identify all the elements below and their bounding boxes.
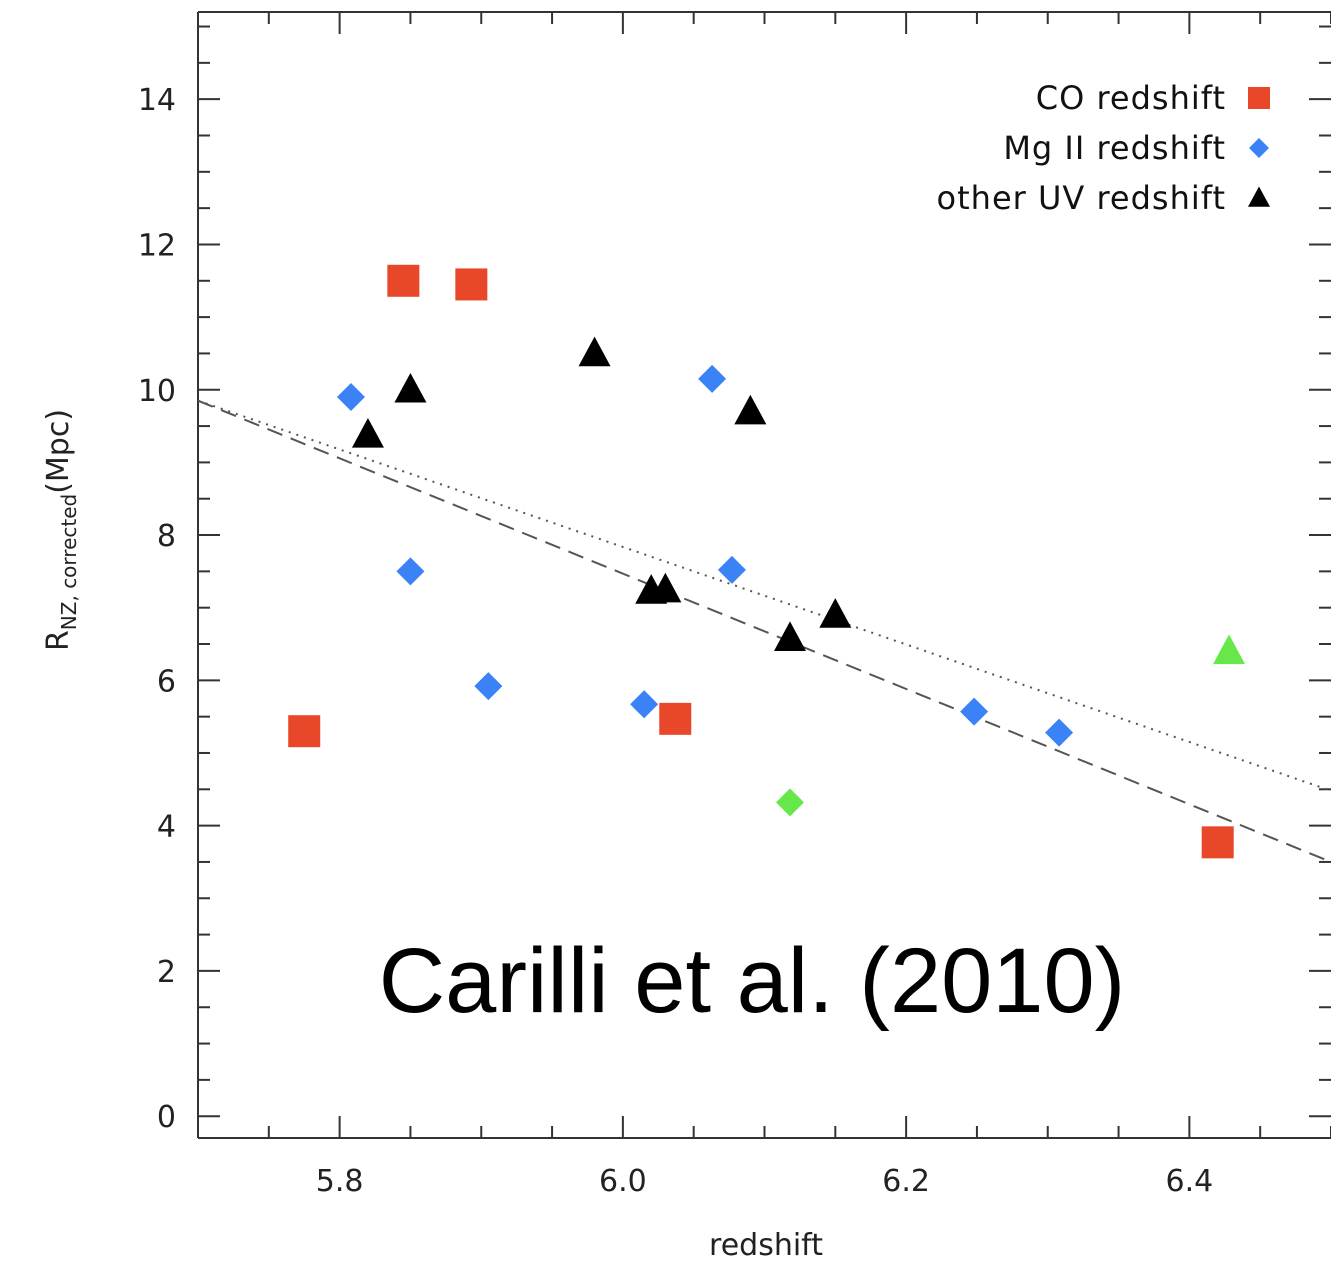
diamond-point <box>474 672 503 701</box>
legend-marker <box>1248 87 1270 109</box>
x-tick-label: 5.8 <box>316 1164 364 1199</box>
triangle-point <box>351 417 384 448</box>
diamond-point <box>396 557 425 586</box>
triangle-point <box>649 572 682 603</box>
square-point <box>288 715 321 748</box>
triangle-point <box>734 394 767 425</box>
triangle-point <box>394 372 427 403</box>
dashed-fit-line <box>197 399 1331 863</box>
triangle-point <box>1213 634 1246 665</box>
square-point <box>455 268 488 301</box>
y-tick-label: 2 <box>157 955 176 990</box>
diamond-point <box>336 383 365 412</box>
diamond-point <box>698 364 727 393</box>
legend-label: other UV redshift <box>937 179 1226 217</box>
y-tick-label: 4 <box>157 810 176 845</box>
diamond-point <box>1045 718 1074 747</box>
citation-annotation: Carilli et al. (2010) <box>379 930 1126 1032</box>
x-tick-label: 6.2 <box>882 1164 930 1199</box>
y-axis-title: RNZ, corrected(Mpc) <box>41 409 81 651</box>
y-tick-label: 0 <box>157 1100 176 1135</box>
triangle-point <box>578 336 611 367</box>
y-tick-label: 10 <box>138 374 176 409</box>
y-tick-label: 14 <box>138 83 176 118</box>
diamond-point <box>775 788 804 817</box>
y-tick-label: 12 <box>138 228 176 263</box>
y-tick-label: 6 <box>157 664 176 699</box>
legend-marker <box>1249 138 1269 158</box>
square-point <box>659 702 692 735</box>
x-tick-label: 6.0 <box>599 1164 647 1199</box>
square-point <box>1201 826 1234 859</box>
y-axis-title-unit: (Mpc) <box>41 409 76 494</box>
legend-label: CO redshift <box>1036 79 1226 117</box>
triangle-point <box>773 621 806 652</box>
diamond-point <box>630 690 659 719</box>
diamond-point <box>960 697 989 726</box>
legend-label: Mg II redshift <box>1003 129 1226 167</box>
x-tick-label: 6.4 <box>1166 1164 1214 1199</box>
triangle-point <box>819 598 852 628</box>
x-axis-title: redshift <box>709 1228 823 1263</box>
y-axis-title-main: R <box>41 630 76 651</box>
diamond-point <box>717 555 746 584</box>
y-axis-title-subscript: NZ, corrected <box>57 494 81 630</box>
legend-marker <box>1248 186 1270 207</box>
y-tick-label: 8 <box>157 519 176 554</box>
square-point <box>387 264 420 297</box>
